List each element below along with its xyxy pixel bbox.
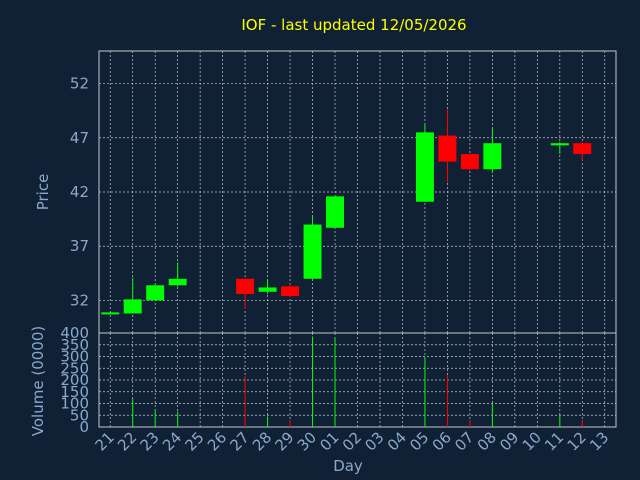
volume-tick-label: 350 bbox=[60, 336, 89, 354]
candle-body-down bbox=[438, 135, 457, 162]
volume-tick-label: 100 bbox=[60, 395, 89, 413]
volume-tick-label: 200 bbox=[60, 371, 89, 389]
price-tick-label: 52 bbox=[70, 75, 89, 93]
price-panel: 32 37 42 47 52 bbox=[70, 50, 617, 334]
candle-body-up bbox=[415, 132, 434, 202]
candle-body-down bbox=[573, 143, 592, 155]
candle-body-up bbox=[101, 312, 120, 315]
candle-body-up bbox=[326, 196, 345, 228]
x-tick-label: 13 bbox=[586, 428, 612, 454]
volume-tick-label: 150 bbox=[60, 383, 89, 401]
candle-body-down bbox=[281, 286, 300, 297]
price-tick-label: 37 bbox=[70, 237, 89, 255]
volume-tick-label: 50 bbox=[70, 406, 89, 424]
chart-title: IOF - last updated 12/05/2026 bbox=[241, 16, 466, 34]
candle-body-down bbox=[460, 154, 479, 170]
x-axis: 2122232425262728293001020304050607080910… bbox=[92, 428, 613, 454]
candle-body-up bbox=[550, 143, 569, 146]
candle-body-up bbox=[146, 285, 165, 301]
volume-tick-label: 400 bbox=[60, 324, 89, 342]
candle-body-up bbox=[168, 278, 187, 286]
volume-tick-label: 300 bbox=[60, 348, 89, 366]
volume-tick-label: 0 bbox=[79, 418, 89, 436]
price-axis-label: Price bbox=[34, 174, 52, 211]
x-axis-label: Day bbox=[333, 457, 363, 475]
price-tick-label: 42 bbox=[70, 183, 89, 201]
volume-axis-label: Volume (0000) bbox=[29, 326, 47, 436]
price-tick-label: 47 bbox=[70, 129, 89, 147]
candle-body-down bbox=[236, 278, 255, 294]
volume-tick-label: 250 bbox=[60, 359, 89, 377]
candle-body-up bbox=[123, 299, 142, 314]
price-tick-label: 32 bbox=[70, 291, 89, 309]
candle-body-up bbox=[303, 224, 322, 279]
candle-body-up bbox=[258, 287, 277, 292]
candle-body-up bbox=[483, 143, 502, 170]
